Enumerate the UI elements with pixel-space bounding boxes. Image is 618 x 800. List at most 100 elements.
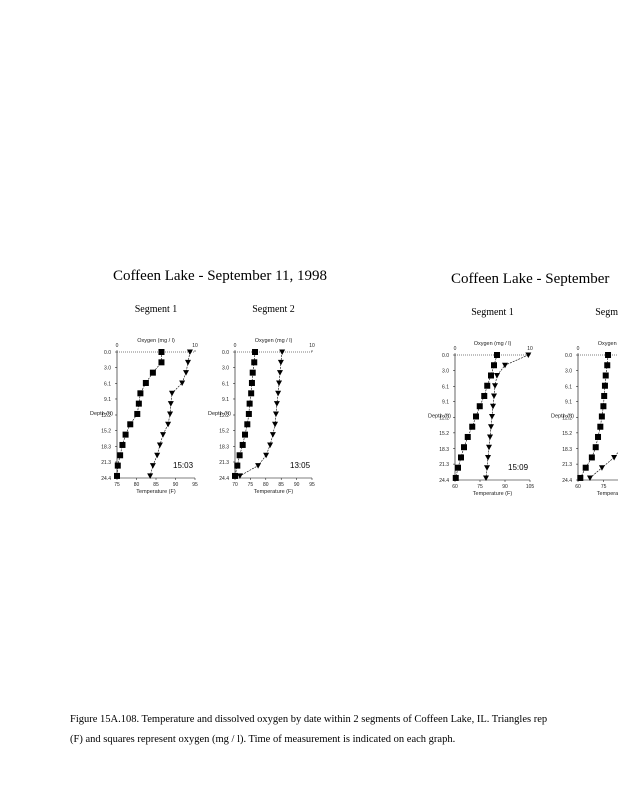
x-tick-label: 75 <box>248 482 254 488</box>
temperature-marker <box>167 401 174 407</box>
temperature-marker <box>156 442 163 448</box>
x-tick-label: 95 <box>192 482 198 488</box>
temperature-marker <box>611 454 618 461</box>
temperature-marker <box>147 473 154 479</box>
segment-title: Segment 1 <box>471 307 514 318</box>
oxygen-marker <box>232 472 238 479</box>
temperature-marker <box>488 424 494 430</box>
oxygen-marker <box>248 379 255 386</box>
temperature-marker <box>275 390 282 397</box>
x2-tick-label: 0 <box>234 343 237 349</box>
y-tick-label: 3.0 <box>222 365 229 371</box>
segment-title: Segment 2 <box>595 307 618 318</box>
x-tick-label: 90 <box>502 484 508 490</box>
oxygen-marker <box>242 431 249 438</box>
y-tick-label: 18.3 <box>219 445 229 451</box>
y-tick-label: 18.3 <box>562 447 572 453</box>
y-tick-label: 6.1 <box>442 384 449 390</box>
oxygen-marker <box>604 362 611 369</box>
x-tick-label: 105 <box>526 484 535 490</box>
y-tick-label: 6.1 <box>104 382 111 388</box>
temperature-marker <box>165 421 172 428</box>
oxygen-marker <box>597 423 604 430</box>
y-tick-label: 15.2 <box>562 431 572 437</box>
x2-axis-label: Oxygen (mg / l) <box>598 341 618 347</box>
x-tick-label: 80 <box>134 482 140 488</box>
oxygen-marker <box>122 431 129 438</box>
temperature-marker <box>502 362 508 369</box>
oxygen-marker <box>605 352 612 358</box>
y-tick-label: 12.2 <box>562 416 572 422</box>
x2-axis-label: Oxygen (mg / l) <box>137 338 175 344</box>
oxygen-marker <box>598 413 605 420</box>
x-tick-label: 90 <box>294 482 300 488</box>
y-tick-label: 12.2 <box>439 416 449 422</box>
x-axis-label: Temperature (F) <box>473 491 513 497</box>
oxygen-marker <box>469 423 476 430</box>
oxygen-marker <box>461 444 467 451</box>
y-tick-label: 12.2 <box>101 413 111 419</box>
temperature-marker <box>494 372 500 379</box>
x-tick-label: 60 <box>575 484 581 490</box>
temperature-marker <box>276 380 283 386</box>
temperature-marker <box>483 475 489 481</box>
y-tick-label: 12.2 <box>219 413 229 419</box>
temperature-marker <box>525 352 532 358</box>
temperature-marker <box>598 465 605 471</box>
x2-tick-label: 10 <box>192 343 198 349</box>
x-axis-label: Temperature (F) <box>136 489 176 495</box>
x-tick-label: 75 <box>114 482 120 488</box>
oxygen-marker <box>473 413 479 420</box>
y-tick-label: 0.0 <box>222 350 229 356</box>
temperature-marker <box>273 401 280 407</box>
oxygen-marker <box>252 349 259 355</box>
temperature-marker <box>487 434 493 440</box>
y-tick-label: 9.1 <box>565 400 572 406</box>
oxygen-marker <box>249 369 256 376</box>
x-tick-label: 90 <box>173 482 179 488</box>
oxygen-marker <box>236 452 243 459</box>
time-label: 15:03 <box>173 461 194 470</box>
oxygen-marker <box>251 359 258 366</box>
x-tick-label: 75 <box>601 484 607 490</box>
temperature-marker <box>184 359 191 366</box>
oxygen-marker <box>455 464 461 471</box>
x2-tick-label: 0 <box>454 346 457 352</box>
y-tick-label: 3.0 <box>442 368 449 374</box>
temperature-marker <box>149 463 156 469</box>
temperature-marker <box>263 452 270 459</box>
oxygen-marker <box>491 362 497 369</box>
temperature-marker <box>272 411 279 417</box>
x2-tick-label: 0 <box>577 346 580 352</box>
oxygen-marker <box>595 433 602 440</box>
temperature-marker <box>491 393 497 399</box>
y-tick-label: 21.3 <box>219 460 229 466</box>
y-tick-label: 21.3 <box>439 462 449 468</box>
oxygen-marker <box>114 472 120 479</box>
temperature-marker <box>160 432 167 438</box>
caption-line: (F) and squares represent oxygen (mg / l… <box>70 734 455 745</box>
y-tick-label: 6.1 <box>222 382 229 388</box>
oxygen-marker <box>142 379 149 386</box>
temperature-marker <box>490 403 496 410</box>
y-tick-label: 24.4 <box>562 478 572 484</box>
oxygen-marker <box>245 410 252 417</box>
temperature-marker <box>492 383 498 389</box>
temperature-marker <box>269 432 276 438</box>
y-tick-label: 15.2 <box>439 431 449 437</box>
time-label: 15:09 <box>508 463 529 472</box>
oxygen-marker <box>452 474 459 481</box>
oxygen-marker <box>582 464 589 471</box>
x-tick-label: 85 <box>153 482 159 488</box>
oxygen-marker <box>127 421 134 428</box>
temperature-marker <box>276 370 283 376</box>
oxygen-marker <box>601 392 608 399</box>
oxygen-marker <box>248 390 255 397</box>
caption-line: Figure 15A.108. Temperature and dissolve… <box>70 714 547 725</box>
x-axis-label: Temperature (F) <box>254 489 294 495</box>
oxygen-marker <box>602 372 609 379</box>
x2-tick-label: 10 <box>309 343 315 349</box>
x-tick-label: 95 <box>309 482 315 488</box>
temperature-marker <box>485 454 491 461</box>
